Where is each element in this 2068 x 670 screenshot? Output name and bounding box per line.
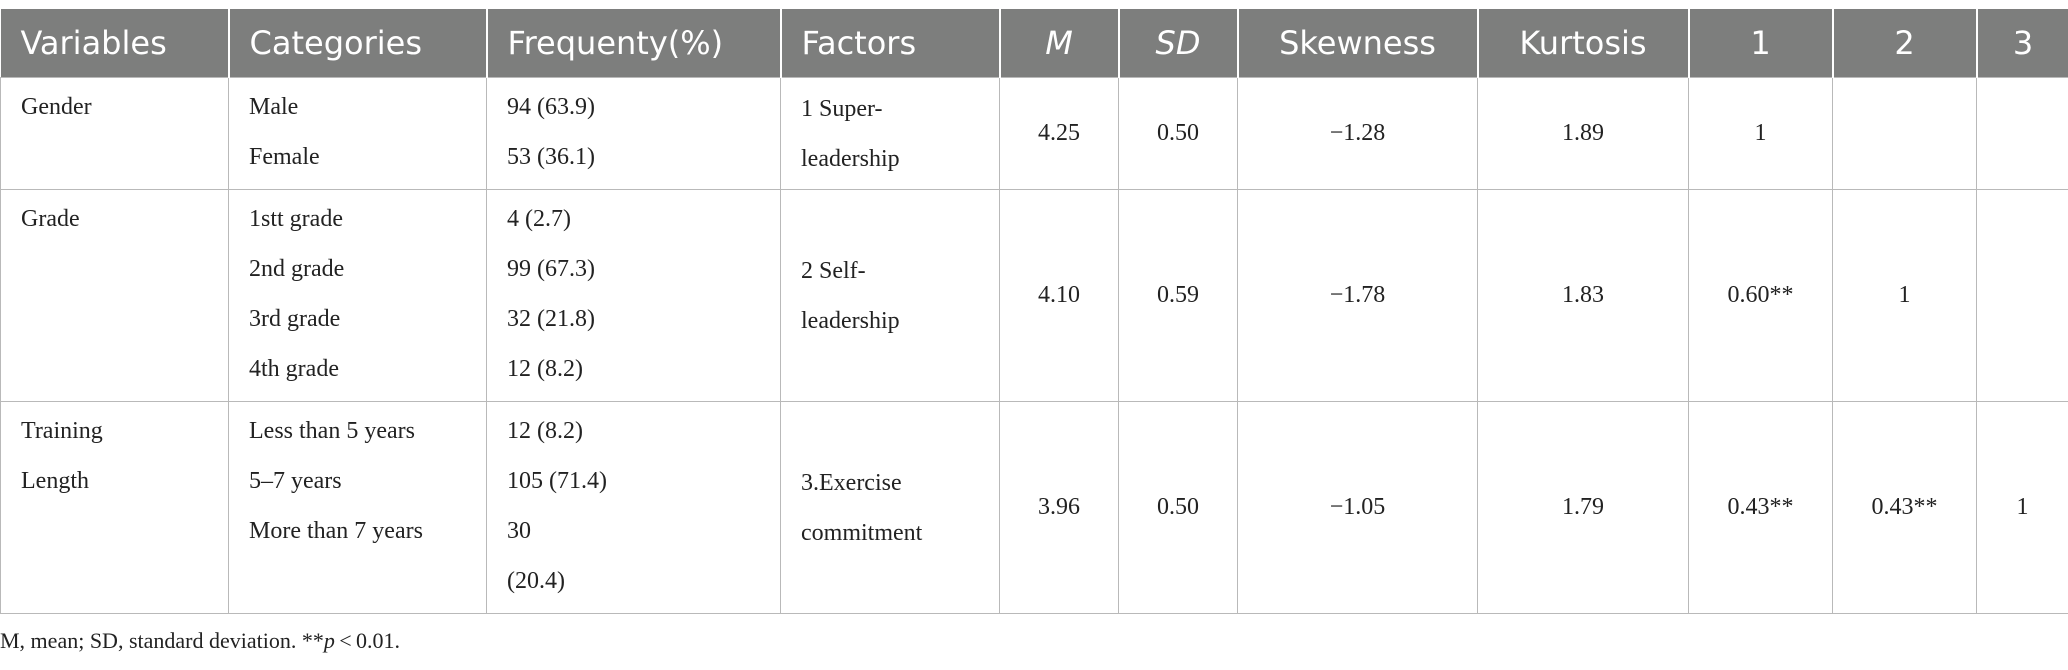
skewness-value: −1.78 (1237, 189, 1478, 402)
table-row-grade: Grade 1stt grade 2nd grade 3rd grade 4th… (0, 189, 2068, 402)
sd-value: 0.50 (1118, 77, 1238, 190)
frequency-item: 105 (71.4) (507, 468, 607, 494)
frequency-item: 12 (8.2) (507, 356, 583, 382)
variable-label: Length (21, 468, 89, 494)
factor-line: 3.Exercise (801, 469, 902, 496)
category-item: Female (249, 144, 320, 170)
frequency-item: 94 (63.9) (507, 94, 595, 120)
header-categories: Categories (227, 9, 487, 78)
categories-cell: Less than 5 years 5–7 years More than 7 … (228, 401, 487, 614)
category-item: 3rd grade (249, 306, 341, 332)
table-row-gender: Gender Male Female 94 (63.9) 53 (36.1) 1… (0, 77, 2068, 190)
sd-value: 0.59 (1118, 189, 1238, 402)
mean-value: 3.96 (999, 401, 1119, 614)
header-corr-2: 2 (1831, 9, 1977, 78)
header-skewness: Skewness (1236, 9, 1478, 78)
category-item: 4th grade (249, 356, 339, 382)
category-item: 2nd grade (249, 256, 345, 282)
frequency-item: 99 (67.3) (507, 256, 595, 282)
header-kurtosis: Kurtosis (1476, 9, 1689, 78)
skewness-value: −1.05 (1237, 401, 1478, 614)
factor-cell: 2 Self- leadership (780, 189, 1000, 402)
mean-value: 4.25 (999, 77, 1119, 190)
categories-cell: 1stt grade 2nd grade 3rd grade 4th grade (228, 189, 487, 402)
factor-line: commitment (801, 519, 923, 546)
frequency-item: 32 (21.8) (507, 306, 595, 332)
header-corr-1: 1 (1687, 9, 1833, 78)
header-factors: Factors (779, 9, 1000, 78)
variable-cell: Gender (0, 77, 229, 190)
header-mean: M (998, 9, 1119, 78)
corr-1-value: 0.43** (1688, 401, 1833, 614)
category-item: 5–7 years (249, 468, 342, 494)
corr-2-value (1832, 77, 1977, 190)
header-sd: SD (1117, 9, 1238, 78)
variable-cell: Training Length (0, 401, 229, 614)
table-footnote: M, mean; SD, standard deviation. **p < 0… (0, 628, 400, 654)
corr-1-value: 0.60** (1688, 189, 1833, 402)
frequency-item: 30 (507, 518, 531, 544)
corr-2-value: 0.43** (1832, 401, 1977, 614)
factor-line: 1 Super- (801, 95, 883, 122)
sd-value: 0.50 (1118, 401, 1238, 614)
mean-value: 4.10 (999, 189, 1119, 402)
footnote-prefix: M, mean; SD, standard deviation. ** (0, 628, 324, 653)
frequency-item: 4 (2.7) (507, 206, 571, 232)
statistics-table: Variables Categories Frequenty(%) Factor… (0, 9, 2068, 614)
category-item: 1stt grade (249, 206, 343, 232)
table-row-training-length: Training Length Less than 5 years 5–7 ye… (0, 401, 2068, 614)
factor-cell: 1 Super- leadership (780, 77, 1000, 190)
kurtosis-value: 1.79 (1477, 401, 1689, 614)
corr-3-value: 1 (1976, 401, 2068, 614)
footnote-p-symbol: p (323, 628, 335, 653)
corr-2-value: 1 (1832, 189, 1977, 402)
header-corr-3: 3 (1975, 9, 2068, 78)
frequency-item: (20.4) (507, 568, 565, 594)
frequency-item: 53 (36.1) (507, 144, 595, 170)
corr-3-value (1976, 77, 2068, 190)
category-item: Less than 5 years (249, 418, 415, 444)
corr-3-value (1976, 189, 2068, 402)
variable-label: Gender (21, 94, 92, 120)
skewness-value: −1.28 (1237, 77, 1478, 190)
factor-line: leadership (801, 307, 900, 334)
factor-line: leadership (801, 145, 900, 172)
kurtosis-value: 1.83 (1477, 189, 1689, 402)
corr-1-value: 1 (1688, 77, 1833, 190)
frequency-cell: 12 (8.2) 105 (71.4) 30 (20.4) (486, 401, 781, 614)
variable-label: Training (21, 418, 103, 444)
variable-cell: Grade (0, 189, 229, 402)
factor-cell: 3.Exercise commitment (780, 401, 1000, 614)
category-item: Male (249, 94, 299, 120)
frequency-cell: 4 (2.7) 99 (67.3) 32 (21.8) 12 (8.2) (486, 189, 781, 402)
footnote-suffix: < 0.01. (334, 628, 401, 653)
kurtosis-value: 1.89 (1477, 77, 1689, 190)
header-frequency: Frequenty(%) (485, 9, 781, 78)
frequency-cell: 94 (63.9) 53 (36.1) (486, 77, 781, 190)
categories-cell: Male Female (228, 77, 487, 190)
header-variables: Variables (0, 9, 229, 78)
frequency-item: 12 (8.2) (507, 418, 583, 444)
variable-label: Grade (21, 206, 80, 232)
factor-line: 2 Self- (801, 257, 866, 284)
category-item: More than 7 years (249, 518, 423, 544)
header-row: Variables Categories Frequenty(%) Factor… (0, 9, 2068, 78)
